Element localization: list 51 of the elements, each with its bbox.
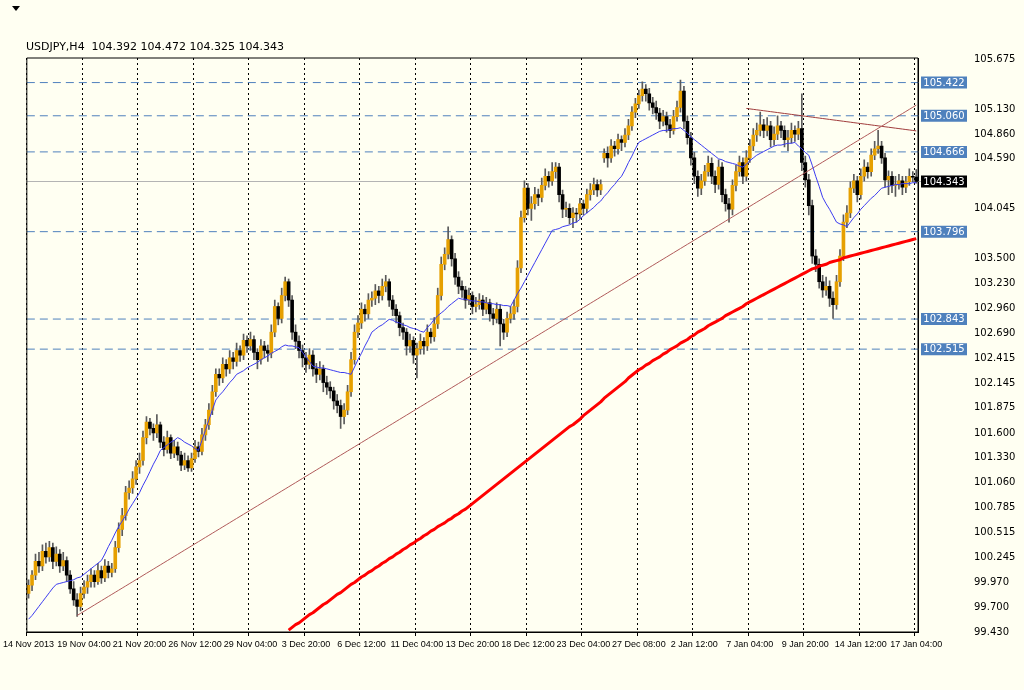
y-tick-label: 102.960 — [974, 301, 1016, 313]
x-tick-label: 17 Jan 04:00 — [890, 638, 943, 649]
y-tick-label: 100.245 — [974, 550, 1016, 562]
y-tick-label: 100.515 — [974, 526, 1016, 538]
x-tick-label: 14 Nov 2013 — [3, 638, 55, 649]
y-tick-label: 104.045 — [974, 202, 1016, 214]
x-tick-label: 11 Dec 04:00 — [390, 638, 444, 649]
x-tick-label: 27 Dec 08:00 — [612, 638, 666, 649]
y-tick-label: 104.860 — [974, 127, 1016, 139]
x-tick-label: 26 Nov 12:00 — [168, 638, 222, 649]
y-tick-label: 101.330 — [974, 451, 1016, 463]
x-tick-label: 7 Jan 04:00 — [726, 638, 774, 649]
y-tick-label: 101.060 — [974, 476, 1016, 488]
y-tick-label: 103.500 — [974, 252, 1016, 264]
y-tick-label: 102.145 — [974, 376, 1016, 388]
y-tick-label: 100.785 — [974, 501, 1016, 513]
x-tick-label: 21 Nov 20:00 — [112, 638, 167, 649]
ref-line-label: 102.515 — [923, 343, 965, 355]
y-tick-label: 103.230 — [974, 277, 1016, 289]
x-tick-label: 2 Jan 12:00 — [670, 638, 718, 649]
ref-line-label: 102.843 — [923, 313, 965, 325]
x-tick-label: 13 Dec 20:00 — [445, 638, 500, 649]
x-tick-label: 23 Dec 04:00 — [556, 638, 611, 649]
y-tick-label: 104.590 — [974, 152, 1016, 164]
candlestick — [37, 551, 41, 573]
x-tick-label: 18 Dec 12:00 — [501, 638, 555, 649]
y-tick-label: 105.130 — [974, 102, 1016, 114]
y-tick-label: 99.700 — [974, 600, 1009, 612]
ref-line-label: 104.666 — [923, 145, 965, 157]
x-tick-label: 9 Jan 20:00 — [781, 638, 829, 649]
candlestick — [824, 276, 828, 296]
x-tick-label: 14 Jan 12:00 — [834, 638, 887, 649]
ref-line-label: 103.796 — [923, 225, 965, 237]
y-tick-label: 101.600 — [974, 426, 1016, 438]
y-tick-label: 99.970 — [974, 576, 1009, 588]
y-tick-label: 102.690 — [974, 326, 1016, 338]
ref-line-label: 104.343 — [923, 175, 965, 187]
y-tick-label: 99.430 — [974, 625, 1009, 637]
x-tick-label: 6 Dec 12:00 — [337, 638, 386, 649]
ref-line-label: 105.060 — [923, 109, 965, 121]
y-tick-label: 105.675 — [974, 52, 1016, 64]
candlestick — [231, 352, 235, 370]
x-tick-label: 3 Dec 20:00 — [281, 638, 331, 649]
candlestick — [536, 188, 541, 206]
candlestick — [564, 201, 568, 217]
x-tick-label: 19 Nov 04:00 — [57, 638, 111, 649]
y-tick-label: 102.415 — [974, 351, 1016, 363]
ref-line-label: 105.422 — [923, 76, 965, 88]
chart-title: USDJPY,H4 104.392 104.472 104.325 104.343 — [26, 40, 285, 54]
y-tick-label: 101.875 — [974, 401, 1016, 413]
x-tick-label: 29 Nov 04:00 — [223, 638, 278, 649]
